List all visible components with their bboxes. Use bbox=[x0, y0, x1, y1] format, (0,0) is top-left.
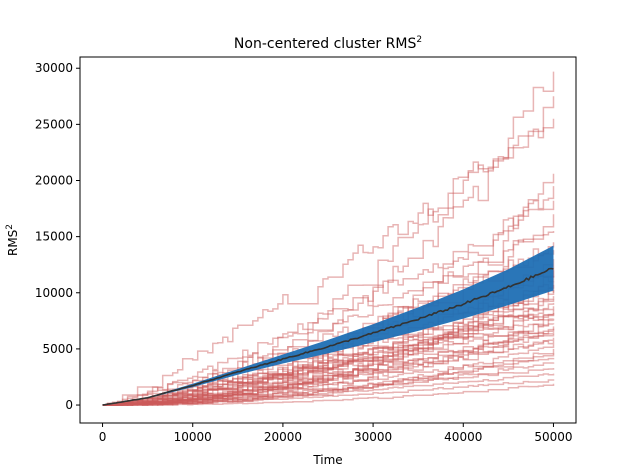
trajectory-line bbox=[102, 275, 555, 406]
trajectory-line bbox=[102, 328, 555, 406]
x-tick-label: 40000 bbox=[444, 430, 482, 444]
chart-title: Non-centered cluster RMS2 bbox=[234, 35, 422, 52]
trajectory-line bbox=[102, 348, 555, 406]
plot-area bbox=[79, 56, 577, 424]
trajectory-line bbox=[102, 302, 555, 406]
y-tick-label: 30000 bbox=[35, 61, 73, 75]
trajectory-line bbox=[102, 290, 555, 406]
trajectory-line bbox=[102, 250, 555, 406]
trajectory-line bbox=[102, 383, 555, 406]
trajectory-line bbox=[102, 96, 555, 406]
trajectory-line bbox=[102, 309, 555, 406]
trajectory-line bbox=[102, 296, 555, 406]
trajectory-line bbox=[102, 71, 555, 406]
trajectory-line bbox=[102, 379, 555, 406]
plot-frame bbox=[79, 56, 577, 424]
trajectory-line bbox=[102, 362, 555, 406]
x-tick-label: 0 bbox=[99, 430, 107, 444]
trajectory-line bbox=[102, 284, 555, 406]
trajectory-line bbox=[102, 281, 555, 406]
y-tick-label: 15000 bbox=[35, 230, 73, 244]
mean-line bbox=[102, 267, 554, 406]
trajectory-line bbox=[102, 319, 555, 406]
y-tick-label: 5000 bbox=[42, 342, 73, 356]
trajectory-line bbox=[102, 353, 555, 406]
trajectory-line bbox=[102, 118, 555, 406]
trajectory-line bbox=[102, 344, 555, 406]
x-axis-label: Time bbox=[312, 453, 342, 467]
trajectory-line bbox=[102, 231, 555, 406]
trajectory-line bbox=[102, 323, 555, 406]
x-tick-label: 10000 bbox=[174, 430, 212, 444]
x-tick-label: 20000 bbox=[264, 430, 302, 444]
x-tick-label: 50000 bbox=[534, 430, 572, 444]
trajectory-line bbox=[102, 373, 555, 406]
chart-title-superscript: 2 bbox=[416, 35, 422, 45]
trajectory-line bbox=[102, 334, 555, 406]
trajectory-line bbox=[102, 340, 555, 406]
trajectory-line bbox=[102, 314, 555, 406]
trajectory-line bbox=[102, 318, 555, 406]
y-axis-label-superscript: 2 bbox=[5, 224, 15, 230]
y-tick-label: 10000 bbox=[35, 286, 73, 300]
y-axis-label: RMS2 bbox=[5, 224, 20, 256]
trajectory-line bbox=[102, 313, 555, 406]
y-tick-label: 0 bbox=[65, 398, 73, 412]
trajectory-line bbox=[102, 326, 555, 406]
y-axis-ticks: 0 5000 10000 15000 20000 25000 30000 bbox=[35, 61, 80, 412]
trajectory-line bbox=[102, 337, 555, 406]
y-tick-label: 20000 bbox=[35, 173, 73, 187]
x-tick-label: 30000 bbox=[354, 430, 392, 444]
trajectory-line bbox=[102, 368, 555, 406]
trajectory-line bbox=[102, 306, 555, 406]
trajectory-line bbox=[102, 299, 555, 406]
y-tick-label: 25000 bbox=[35, 117, 73, 131]
x-axis-ticks: 0 10000 20000 30000 40000 50000 bbox=[99, 423, 573, 444]
chart-title-text: Non-centered cluster RMS bbox=[234, 36, 417, 52]
trajectory-line bbox=[102, 357, 555, 406]
trajectory-lines bbox=[102, 71, 555, 406]
trajectory-line bbox=[102, 332, 555, 406]
y-axis-label-text: RMS bbox=[6, 230, 20, 256]
trajectory-line bbox=[102, 200, 555, 406]
